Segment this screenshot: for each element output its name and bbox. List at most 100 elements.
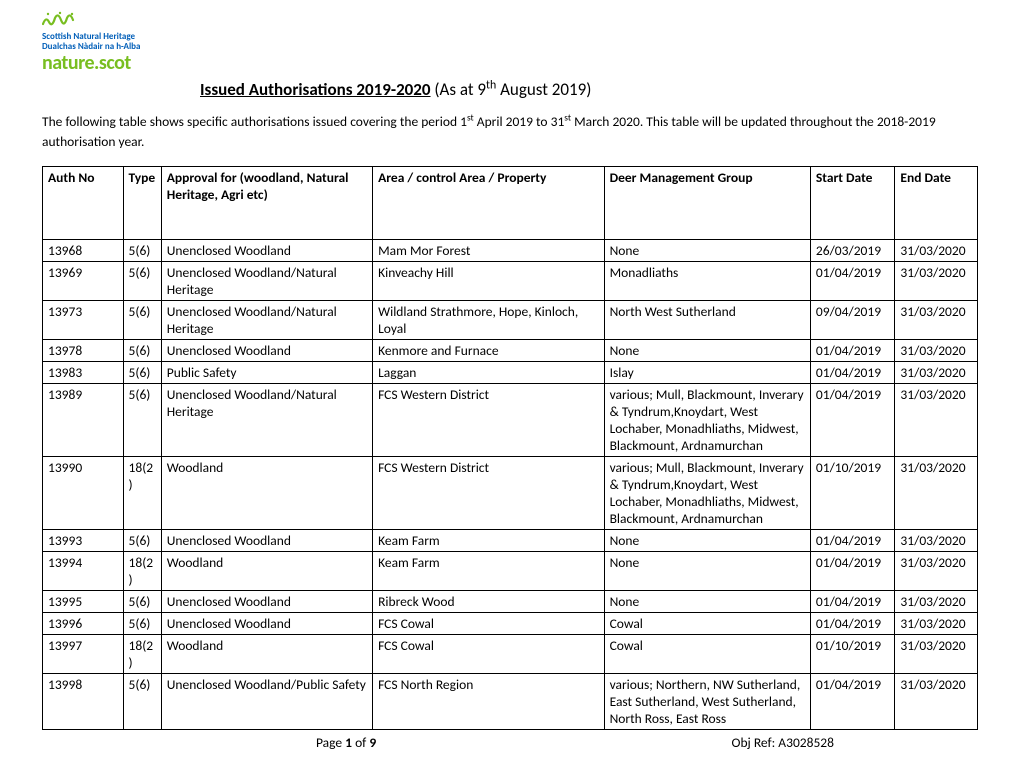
table-row: 139895(6)Unenclosed Woodland/Natural Her… — [43, 384, 978, 457]
table-cell: Public Safety — [161, 362, 372, 384]
table-cell: Woodland — [161, 635, 372, 674]
table-header-row: Auth No Type Approval for (woodland, Nat… — [43, 167, 978, 240]
table-cell: 01/04/2019 — [810, 530, 895, 552]
table-cell: FCS Cowal — [373, 635, 604, 674]
table-body: 139685(6)Unenclosed WoodlandMam Mor Fore… — [43, 240, 978, 730]
page-title-suffix-sup: th — [486, 78, 496, 92]
table-cell: 31/03/2020 — [895, 301, 978, 340]
table-row: 139985(6)Unenclosed Woodland/Public Safe… — [43, 674, 978, 730]
table-cell: various; Mull, Blackmount, Inverary & Ty… — [604, 457, 810, 530]
table-cell: 18(2) — [123, 635, 161, 674]
table-cell: 01/04/2019 — [810, 552, 895, 591]
page-title-underlined: Issued Authorisations 2019-2020 — [200, 79, 431, 100]
table-cell: 31/03/2020 — [895, 384, 978, 457]
page-title-suffix-after: August 2019) — [496, 79, 591, 100]
table-cell: 01/04/2019 — [810, 613, 895, 635]
table-cell: Unenclosed Woodland — [161, 240, 372, 262]
table-cell: Monadliaths — [604, 262, 810, 301]
table-cell: 5(6) — [123, 362, 161, 384]
table-cell: 31/03/2020 — [895, 240, 978, 262]
table-head: Auth No Type Approval for (woodland, Nat… — [43, 167, 978, 240]
table-cell: Woodland — [161, 457, 372, 530]
table-cell: Cowal — [604, 613, 810, 635]
table-cell: Unenclosed Woodland/Public Safety — [161, 674, 372, 730]
table-cell: Wildland Strathmore, Hope, Kinloch, Loya… — [373, 301, 604, 340]
table-cell: 31/03/2020 — [895, 457, 978, 530]
page-title-suffix-before: (As at 9 — [431, 79, 486, 100]
table-cell: 01/04/2019 — [810, 674, 895, 730]
table-cell: 26/03/2019 — [810, 240, 895, 262]
table-cell: 31/03/2020 — [895, 340, 978, 362]
table-row: 1399718(2)WoodlandFCS CowalCowal01/10/20… — [43, 635, 978, 674]
table-cell: 01/04/2019 — [810, 262, 895, 301]
table-cell: various; Mull, Blackmount, Inverary & Ty… — [604, 384, 810, 457]
table-cell: 5(6) — [123, 530, 161, 552]
intro-sup1: st — [467, 111, 474, 123]
table-cell: 01/10/2019 — [810, 457, 895, 530]
table-cell: Kenmore and Furnace — [373, 340, 604, 362]
table-cell: 5(6) — [123, 384, 161, 457]
table-cell: Cowal — [604, 635, 810, 674]
table-row: 139685(6)Unenclosed WoodlandMam Mor Fore… — [43, 240, 978, 262]
table-row: 1399018(2)WoodlandFCS Western Districtva… — [43, 457, 978, 530]
col-header-start-date: Start Date — [810, 167, 895, 240]
table-cell: 5(6) — [123, 240, 161, 262]
intro-part2: April 2019 to 31 — [474, 113, 565, 130]
table-cell: 18(2) — [123, 552, 161, 591]
authorisations-table: Auth No Type Approval for (woodland, Nat… — [42, 166, 978, 730]
table-cell: 31/03/2020 — [895, 674, 978, 730]
table-cell: 18(2) — [123, 457, 161, 530]
logo-line1: Scottish Natural Heritage — [42, 32, 978, 42]
col-header-auth-no: Auth No — [43, 167, 124, 240]
logo-mark-icon — [42, 10, 78, 32]
table-cell: 01/04/2019 — [810, 384, 895, 457]
page-title: Issued Authorisations 2019-2020 (As at 9… — [42, 79, 978, 100]
table-cell: Kinveachy Hill — [373, 262, 604, 301]
logo-main: nature.scot — [42, 53, 978, 73]
table-cell: 01/04/2019 — [810, 591, 895, 613]
table-cell: Woodland — [161, 552, 372, 591]
table-cell: Keam Farm — [373, 530, 604, 552]
table-cell: FCS Western District — [373, 384, 604, 457]
table-cell: Unenclosed Woodland/Natural Heritage — [161, 301, 372, 340]
brand-logo: Scottish Natural Heritage Dualchas Nàdai… — [42, 10, 978, 73]
table-cell: 5(6) — [123, 262, 161, 301]
table-cell: FCS Western District — [373, 457, 604, 530]
table-cell: various; Northern, NW Sutherland, East S… — [604, 674, 810, 730]
table-row: 139955(6)Unenclosed WoodlandRibreck Wood… — [43, 591, 978, 613]
table-row: 139965(6)Unenclosed WoodlandFCS CowalCow… — [43, 613, 978, 635]
table-cell: 01/04/2019 — [810, 362, 895, 384]
table-cell: 13993 — [43, 530, 124, 552]
table-cell: Unenclosed Woodland — [161, 530, 372, 552]
table-cell: 5(6) — [123, 340, 161, 362]
table-cell: 13990 — [43, 457, 124, 530]
table-cell: FCS Cowal — [373, 613, 604, 635]
table-row: 1399418(2)WoodlandKeam FarmNone01/04/201… — [43, 552, 978, 591]
table-cell: None — [604, 240, 810, 262]
table-cell: 5(6) — [123, 613, 161, 635]
table-cell: Unenclosed Woodland — [161, 613, 372, 635]
table-cell: 13994 — [43, 552, 124, 591]
table-cell: 5(6) — [123, 674, 161, 730]
table-cell: Ribreck Wood — [373, 591, 604, 613]
page-footer: Page 1 of 9 Obj Ref: A3028528 — [42, 734, 978, 751]
table-cell: 01/10/2019 — [810, 635, 895, 674]
table-row: 139785(6)Unenclosed WoodlandKenmore and … — [43, 340, 978, 362]
table-cell: 13998 — [43, 674, 124, 730]
col-header-area: Area / control Area / Property — [373, 167, 604, 240]
table-cell: 31/03/2020 — [895, 552, 978, 591]
table-cell: 5(6) — [123, 301, 161, 340]
table-cell: Unenclosed Woodland/Natural Heritage — [161, 262, 372, 301]
table-row: 139695(6)Unenclosed Woodland/Natural Her… — [43, 262, 978, 301]
table-cell: Keam Farm — [373, 552, 604, 591]
object-reference: Obj Ref: A3028528 — [732, 734, 835, 751]
table-cell: Unenclosed Woodland/Natural Heritage — [161, 384, 372, 457]
col-header-end-date: End Date — [895, 167, 978, 240]
table-cell: 31/03/2020 — [895, 635, 978, 674]
table-cell: None — [604, 591, 810, 613]
table-cell: Unenclosed Woodland — [161, 591, 372, 613]
table-row: 139835(6)Public SafetyLagganIslay01/04/2… — [43, 362, 978, 384]
col-header-type: Type — [123, 167, 161, 240]
table-cell: 13978 — [43, 340, 124, 362]
table-cell: None — [604, 340, 810, 362]
